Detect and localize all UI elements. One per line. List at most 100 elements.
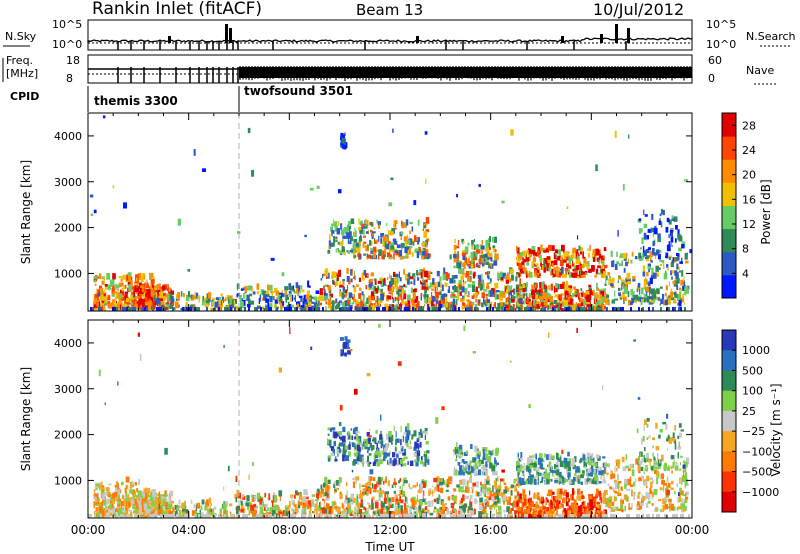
echo-cell xyxy=(477,249,481,254)
echo-cell xyxy=(434,488,436,493)
echo-cell xyxy=(493,304,495,308)
echo-cell xyxy=(480,466,483,469)
echo-cell xyxy=(592,307,594,311)
echo-cell xyxy=(642,271,646,277)
echo-cell xyxy=(362,461,364,467)
echo-cell xyxy=(280,305,285,309)
echo-cell xyxy=(139,305,142,310)
echo-cell xyxy=(456,254,460,259)
echo-cell xyxy=(301,306,305,311)
echo-cell xyxy=(132,483,135,488)
echo-cell xyxy=(638,258,642,261)
echo-cell xyxy=(633,295,637,300)
echo-cell xyxy=(664,299,668,306)
echo-cell xyxy=(221,296,224,303)
echo-cell xyxy=(539,273,541,276)
echo-cell xyxy=(655,265,659,272)
echo-cell xyxy=(478,183,481,187)
power-colorbar-frame xyxy=(721,112,737,299)
echo-cell xyxy=(159,508,163,516)
echo-cell xyxy=(673,292,677,295)
echo-cell xyxy=(481,245,485,250)
echo-cell xyxy=(401,287,404,294)
echo-cell xyxy=(516,297,518,301)
echo-cell xyxy=(101,299,104,307)
echo-cell xyxy=(307,305,311,308)
echo-cell xyxy=(601,259,603,263)
echo-cell xyxy=(416,482,418,487)
echo-cell xyxy=(543,258,545,265)
echo-cell xyxy=(151,490,156,497)
echo-cell xyxy=(310,505,312,512)
echo-cell xyxy=(210,307,215,311)
echo-cell xyxy=(156,498,158,501)
echo-cell xyxy=(481,487,486,494)
echo-cell xyxy=(648,269,650,273)
echo-cell xyxy=(472,262,475,265)
echo-cell xyxy=(371,483,373,489)
echo-cell xyxy=(677,229,680,235)
echo-cell xyxy=(383,444,387,450)
echo-cell xyxy=(505,298,507,305)
echo-cell xyxy=(96,507,101,512)
echo-cell xyxy=(364,438,368,443)
echo-cell xyxy=(324,295,327,301)
echo-cell xyxy=(208,292,212,299)
echo-cell xyxy=(156,507,159,511)
echo-cell xyxy=(162,498,166,505)
echo-cell xyxy=(647,282,651,287)
echo-cell xyxy=(297,503,301,509)
echo-cell xyxy=(401,302,406,305)
echo-cell xyxy=(351,296,354,300)
echo-cell xyxy=(461,242,464,245)
echo-cell xyxy=(342,248,344,253)
echo-cell xyxy=(279,496,281,502)
echo-cell xyxy=(126,501,128,507)
echo-cell xyxy=(361,502,364,508)
echo-cell xyxy=(119,506,123,509)
echo-cell xyxy=(332,448,336,454)
echo-cell xyxy=(302,496,306,503)
echo-cell xyxy=(575,259,580,265)
echo-cell xyxy=(290,286,293,291)
echo-cell xyxy=(476,481,479,488)
echo-cell xyxy=(149,500,153,504)
echo-cell xyxy=(101,305,104,311)
echo-cell xyxy=(204,303,209,308)
echo-cell xyxy=(150,492,153,497)
echo-cell xyxy=(259,294,262,302)
echo-cell xyxy=(430,288,434,291)
echo-cell xyxy=(444,304,446,308)
echo-cell xyxy=(403,432,407,435)
echo-cell xyxy=(563,259,567,263)
echo-cell xyxy=(373,227,376,230)
echo-cell xyxy=(158,498,163,501)
echo-cell xyxy=(431,499,434,507)
echo-cell xyxy=(304,303,307,307)
echo-cell xyxy=(125,491,128,498)
echo-cell xyxy=(580,302,584,307)
echo-cell xyxy=(372,496,375,500)
echo-cell xyxy=(471,263,474,269)
echo-cell xyxy=(543,258,547,261)
echo-cell xyxy=(377,440,380,444)
echo-cell xyxy=(638,252,641,260)
echo-cell xyxy=(464,272,467,278)
echo-cell xyxy=(297,303,299,309)
echo-cell xyxy=(421,282,424,289)
echo-cell xyxy=(485,469,488,476)
echo-cell xyxy=(331,427,336,431)
echo-cell xyxy=(346,307,348,311)
echo-cell xyxy=(516,274,518,279)
echo-cell xyxy=(580,297,583,302)
echo-cell xyxy=(420,482,423,489)
echo-cell xyxy=(646,281,648,286)
echo-cell xyxy=(342,307,344,311)
echo-cell xyxy=(396,460,399,466)
echo-cell xyxy=(372,231,376,234)
echo-cell xyxy=(495,489,498,493)
echo-cell xyxy=(136,488,139,492)
echo-cell xyxy=(353,271,355,277)
echo-cell xyxy=(374,450,379,457)
echo-cell xyxy=(415,303,418,311)
